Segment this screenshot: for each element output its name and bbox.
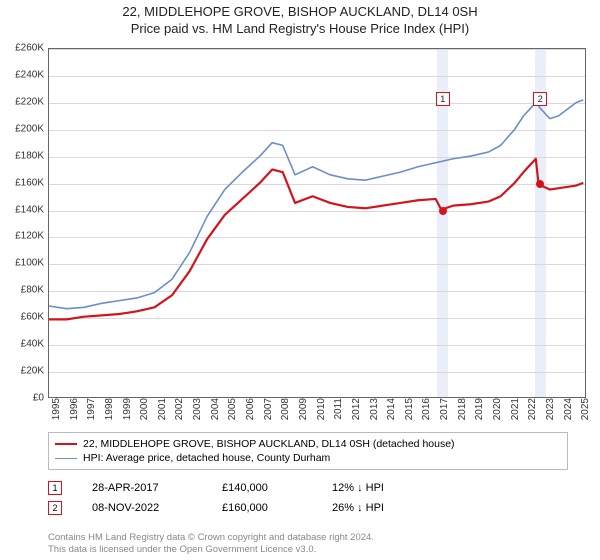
x-axis-label: 2022 [527,398,538,428]
x-axis-label: 1999 [122,398,133,428]
chart-title: 22, MIDDLEHOPE GROVE, BISHOP AUCKLAND, D… [0,0,600,38]
legend-item: 22, MIDDLEHOPE GROVE, BISHOP AUCKLAND, D… [55,437,561,451]
y-axis-label: £20K [4,366,44,377]
y-axis-label: £100K [4,258,44,269]
marker-box-1: 1 [436,92,450,106]
y-axis-label: £120K [4,231,44,242]
x-axis-label: 2025 [580,398,591,428]
legend-label: HPI: Average price, detached house, Coun… [83,452,330,464]
x-axis-label: 1998 [104,398,115,428]
x-axis-label: 2013 [369,398,380,428]
legend-swatch [55,458,77,459]
y-axis-label: £40K [4,339,44,350]
y-axis-label: £60K [4,312,44,323]
x-axis-label: 2011 [333,398,344,428]
y-axis-label: £260K [4,43,44,54]
chart-svg [49,49,585,397]
event-marker-box: 1 [48,481,62,495]
y-axis-label: £220K [4,96,44,107]
legend: 22, MIDDLEHOPE GROVE, BISHOP AUCKLAND, D… [48,432,568,470]
marker-box-2: 2 [533,92,547,106]
y-axis-label: £80K [4,285,44,296]
legend-label: 22, MIDDLEHOPE GROVE, BISHOP AUCKLAND, D… [83,438,455,450]
x-axis-label: 2014 [386,398,397,428]
x-axis-label: 2005 [227,398,238,428]
y-axis-label: £240K [4,69,44,80]
x-axis-label: 2002 [174,398,185,428]
x-axis-label: 1997 [86,398,97,428]
x-axis-label: 1996 [69,398,80,428]
event-price: £140,000 [222,482,302,494]
event-row: 2 08-NOV-2022 £160,000 26% ↓ HPI [48,498,568,518]
title-line2: Price paid vs. HM Land Registry's House … [0,21,600,38]
event-date: 08-NOV-2022 [92,502,192,514]
footer: Contains HM Land Registry data © Crown c… [48,532,374,556]
event-date: 28-APR-2017 [92,482,192,494]
x-axis-label: 2023 [545,398,556,428]
footer-line1: Contains HM Land Registry data © Crown c… [48,532,374,544]
x-axis-label: 2016 [421,398,432,428]
x-axis-label: 2020 [492,398,503,428]
x-axis-label: 2000 [139,398,150,428]
x-axis-label: 2024 [563,398,574,428]
series-price-paid [49,159,583,320]
x-axis-label: 2007 [263,398,274,428]
y-axis-label: £0 [4,393,44,404]
legend-swatch [55,443,77,445]
x-axis-label: 2018 [457,398,468,428]
series-hpi [49,100,583,309]
x-axis-label: 2012 [351,398,362,428]
event-marker-box: 2 [48,501,62,515]
marker-dot-1 [439,207,447,215]
x-axis-label: 2015 [404,398,415,428]
event-row: 1 28-APR-2017 £140,000 12% ↓ HPI [48,478,568,498]
event-delta: 26% ↓ HPI [332,502,432,514]
title-line1: 22, MIDDLEHOPE GROVE, BISHOP AUCKLAND, D… [0,4,600,21]
x-axis-label: 2003 [192,398,203,428]
event-price: £160,000 [222,502,302,514]
y-axis-label: £160K [4,177,44,188]
events-table: 1 28-APR-2017 £140,000 12% ↓ HPI 2 08-NOV-202… [48,478,568,518]
x-axis-label: 2008 [280,398,291,428]
x-axis-label: 2017 [439,398,450,428]
chart-plot-area: 12 [48,48,586,398]
x-axis-label: 2021 [510,398,521,428]
x-axis-label: 2001 [157,398,168,428]
x-axis-label: 1995 [51,398,62,428]
marker-dot-2 [536,180,544,188]
x-axis-label: 2019 [474,398,485,428]
x-axis-label: 2006 [245,398,256,428]
legend-item: HPI: Average price, detached house, Coun… [55,451,561,465]
y-axis-label: £180K [4,150,44,161]
y-axis-label: £140K [4,204,44,215]
x-axis-label: 2004 [210,398,221,428]
x-axis-label: 2010 [316,398,327,428]
x-axis-label: 2009 [298,398,309,428]
event-delta: 12% ↓ HPI [332,482,432,494]
footer-line2: This data is licensed under the Open Gov… [48,544,374,556]
y-axis-label: £200K [4,123,44,134]
